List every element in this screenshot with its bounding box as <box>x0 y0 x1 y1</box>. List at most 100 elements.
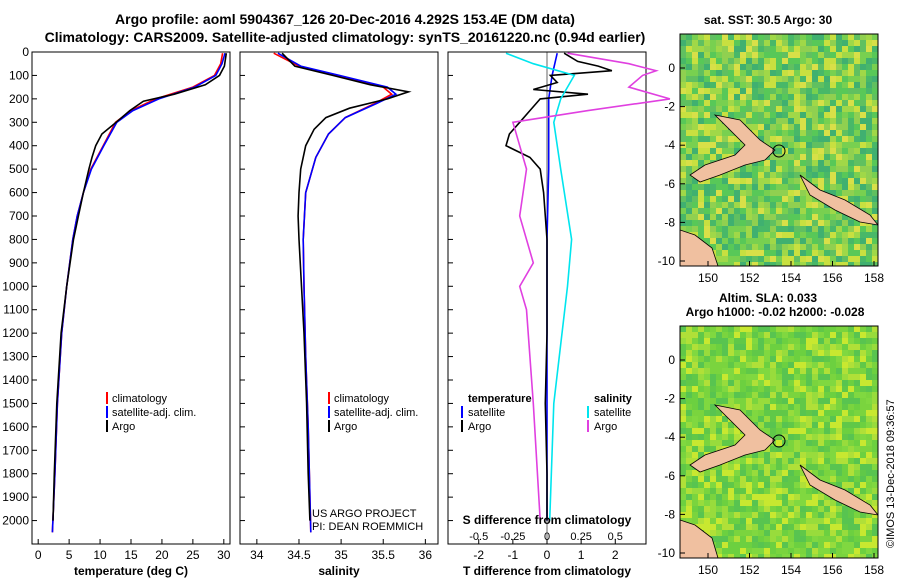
map-pixel <box>728 148 734 154</box>
map-pixel <box>698 386 704 392</box>
map-pixel <box>818 476 824 482</box>
map-pixel <box>800 536 806 542</box>
map-pixel <box>752 404 758 410</box>
map-pixel <box>860 476 866 482</box>
map-pixel <box>686 76 692 82</box>
map-pixel <box>800 416 806 422</box>
map-pixel <box>866 130 872 136</box>
map-pixel <box>836 82 842 88</box>
map-pixel <box>812 232 818 238</box>
map-pixel <box>806 100 812 106</box>
map-pixel <box>842 440 848 446</box>
map-pixel <box>824 416 830 422</box>
map-pixel <box>800 482 806 488</box>
map-pixel <box>692 166 698 172</box>
map-pixel <box>722 326 728 332</box>
map-pixel <box>818 524 824 530</box>
sla-map-title2: Argo h1000: -0.02 h2000: -0.028 <box>686 305 865 319</box>
map-pixel <box>782 130 788 136</box>
map-pixel <box>818 154 824 160</box>
map-pixel <box>812 404 818 410</box>
map-pixel <box>716 154 722 160</box>
map-pixel <box>800 506 806 512</box>
map-pixel <box>842 178 848 184</box>
map-pixel <box>746 392 752 398</box>
map-pixel <box>728 64 734 70</box>
map-pixel <box>722 464 728 470</box>
map-pixel <box>776 392 782 398</box>
map-pixel <box>770 250 776 256</box>
map-pixel <box>872 542 878 548</box>
map-pixel <box>686 374 692 380</box>
map-pixel <box>782 82 788 88</box>
map-pixel <box>872 488 878 494</box>
map-pixel <box>782 64 788 70</box>
map-pixel <box>836 464 842 470</box>
map-pixel <box>746 524 752 530</box>
map-pixel <box>752 106 758 112</box>
map-pixel <box>704 440 710 446</box>
salinity-panel-frame <box>239 51 439 545</box>
map-pixel <box>866 184 872 190</box>
map-ytick-label: -10 <box>658 546 676 560</box>
map-pixel <box>782 100 788 106</box>
map-pixel <box>764 458 770 464</box>
map-pixel <box>770 130 776 136</box>
map-pixel <box>860 458 866 464</box>
map-pixel <box>746 536 752 542</box>
map-pixel <box>812 124 818 130</box>
map-pixel <box>806 548 812 554</box>
map-pixel <box>764 226 770 232</box>
map-pixel <box>758 512 764 518</box>
map-pixel <box>842 196 848 202</box>
map-pixel <box>848 256 854 262</box>
map-pixel <box>830 112 836 118</box>
map-pixel <box>854 220 860 226</box>
map-pixel <box>764 356 770 362</box>
map-pixel <box>686 214 692 220</box>
map-pixel <box>866 112 872 118</box>
map-pixel <box>710 82 716 88</box>
map-pixel <box>830 422 836 428</box>
map-pixel <box>758 500 764 506</box>
map-pixel <box>854 512 860 518</box>
map-pixel <box>788 136 794 142</box>
map-pixel <box>698 220 704 226</box>
map-pixel <box>734 262 740 266</box>
map-pixel <box>860 220 866 226</box>
map-pixel <box>692 64 698 70</box>
map-ytick-label: -2 <box>664 100 675 114</box>
map-pixel <box>704 76 710 82</box>
map-pixel <box>728 464 734 470</box>
map-pixel <box>824 380 830 386</box>
map-pixel <box>806 232 812 238</box>
map-pixel <box>764 548 770 554</box>
map-pixel <box>782 458 788 464</box>
map-pixel <box>872 422 878 428</box>
map-pixel <box>692 58 698 64</box>
map-pixel <box>818 500 824 506</box>
map-pixel <box>698 46 704 52</box>
map-pixel <box>836 392 842 398</box>
map-pixel <box>830 470 836 476</box>
map-pixel <box>866 374 872 380</box>
map-pixel <box>818 172 824 178</box>
map-pixel <box>758 518 764 524</box>
map-pixel <box>686 226 692 232</box>
map-pixel <box>746 112 752 118</box>
map-pixel <box>776 46 782 52</box>
map-pixel <box>836 404 842 410</box>
map-pixel <box>854 226 860 232</box>
map-pixel <box>860 386 866 392</box>
map-pixel <box>794 350 800 356</box>
map-pixel <box>692 160 698 166</box>
map-pixel <box>872 52 878 58</box>
map-pixel <box>812 332 818 338</box>
map-xtick-label: 154 <box>781 563 801 577</box>
sal-legend-climatology: climatology <box>334 393 390 405</box>
map-pixel <box>740 178 746 184</box>
map-pixel <box>872 386 878 392</box>
map-pixel <box>782 214 788 220</box>
map-pixel <box>686 500 692 506</box>
